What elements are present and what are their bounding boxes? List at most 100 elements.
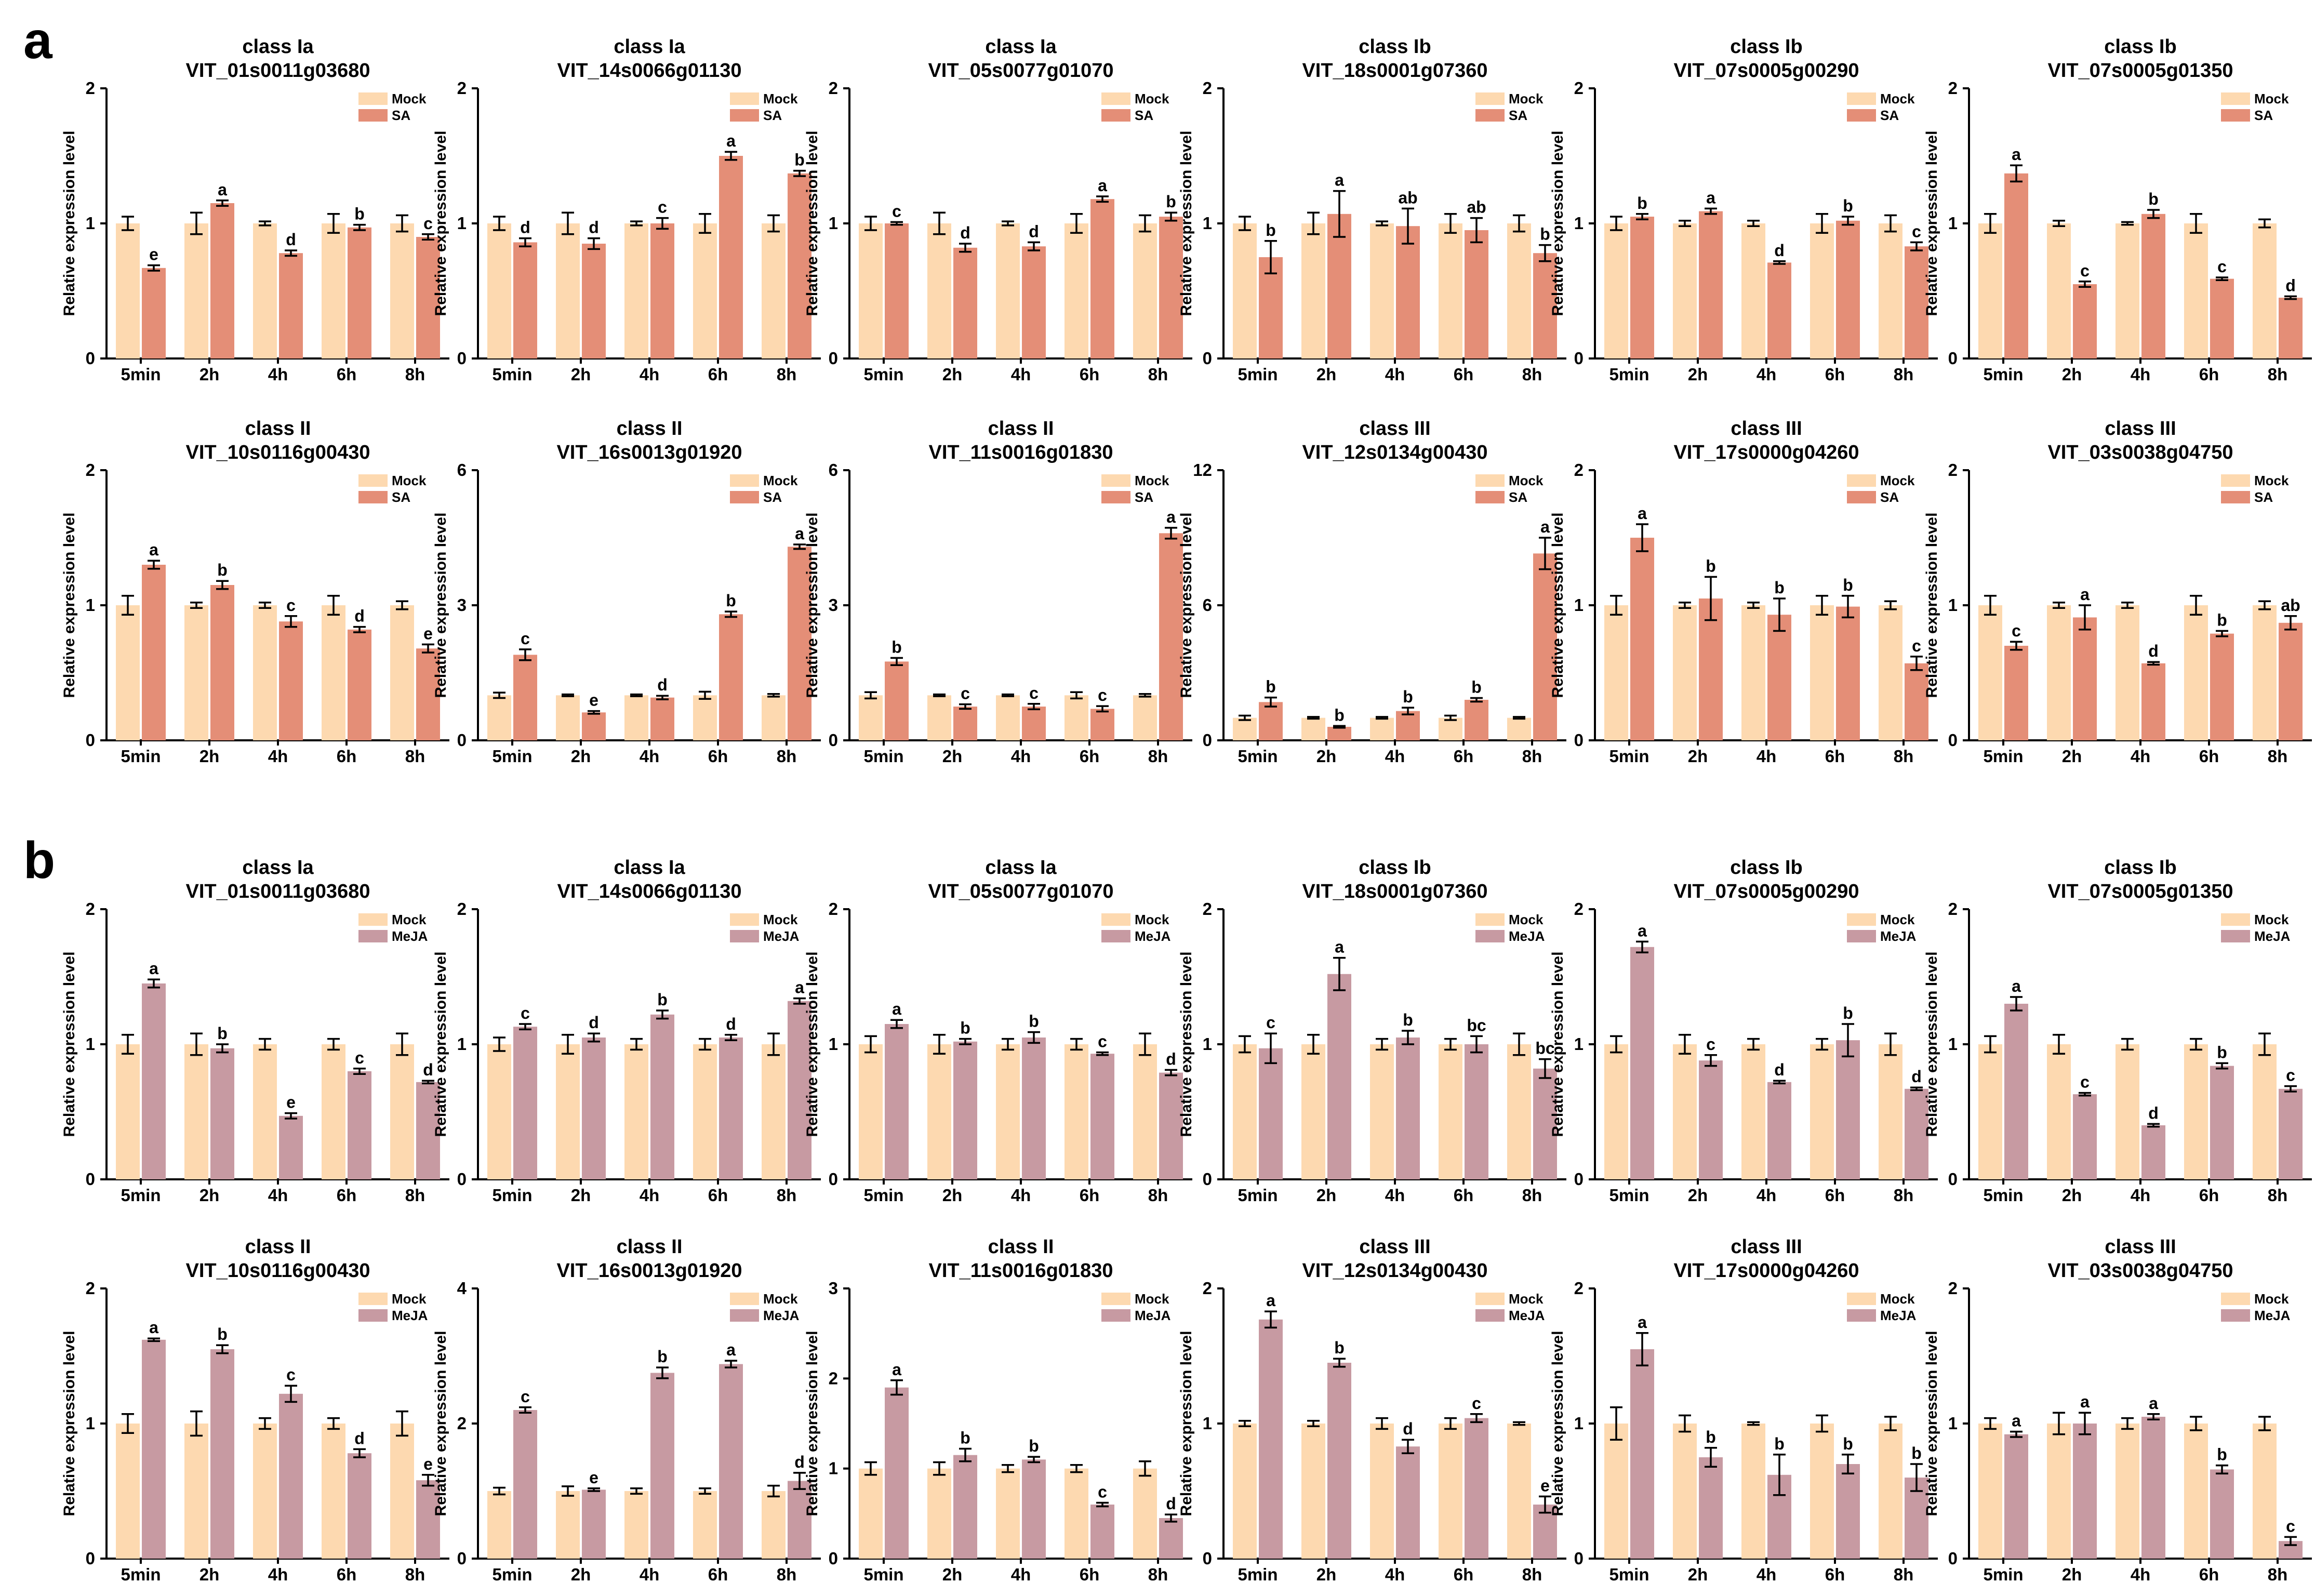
legend-label-mock: Mock (763, 91, 798, 107)
bar-sa-2h (2073, 284, 2097, 358)
legend-label-treatment: SA (392, 489, 410, 505)
legend-label-treatment: SA (1509, 489, 1527, 505)
bar-mock-5min (1604, 1044, 1628, 1179)
legend-swatch-treatment (2221, 491, 2250, 503)
legend-swatch-treatment (1847, 109, 1876, 122)
legend-label-mock: Mock (392, 912, 427, 927)
significance-letter: e (149, 245, 158, 264)
bar-mock-6h (1810, 1424, 1834, 1559)
x-tick-label: 4h (1757, 1565, 1777, 1584)
bar-sa-8h (1905, 246, 1928, 358)
x-tick-label: 6h (2199, 747, 2219, 766)
x-tick-label: 8h (1894, 1565, 1914, 1584)
y-axis-label: Relative expression level (432, 513, 449, 698)
bar-mock-5min (859, 223, 883, 358)
y-tick-label: 2 (1574, 460, 1584, 480)
x-tick-label: 6h (1080, 365, 1100, 384)
y-tick-label: 1 (1574, 1414, 1584, 1433)
significance-letter: c (1098, 1483, 1107, 1501)
chart-gene-title: VIT_05s0077g01070 (928, 881, 1113, 902)
legend-label-mock: Mock (2254, 912, 2289, 927)
bar-mock-5min (116, 223, 140, 358)
legend-swatch-mock (358, 913, 388, 926)
legend-label-treatment: MeJA (1509, 1308, 1545, 1323)
x-tick-label: 5min (863, 747, 903, 766)
bar-meja-6h (348, 1453, 371, 1559)
x-tick-label: 6h (1080, 1565, 1100, 1584)
bar-sa-4h (1767, 615, 1791, 740)
x-tick-label: 4h (2131, 1565, 2151, 1584)
legend-label-treatment: SA (392, 108, 410, 123)
y-axis-label: Relative expression level (61, 131, 78, 316)
y-axis-label: Relative expression level (1549, 952, 1566, 1137)
y-tick-label: 0 (1203, 730, 1212, 750)
significance-letter: b (2217, 1445, 2227, 1464)
y-tick-label: 0 (1203, 1549, 1212, 1568)
bar-meja-5min (885, 1387, 909, 1559)
bar-meja-6h (1836, 1464, 1860, 1559)
y-tick-label: 0 (86, 1549, 95, 1568)
y-tick-label: 2 (1574, 899, 1584, 919)
x-tick-label: 2h (1688, 365, 1708, 384)
bar-mock-4h (253, 223, 277, 358)
chart-gene-title: VIT_10s0116g00430 (186, 442, 370, 463)
significance-letter: d (1774, 1060, 1785, 1079)
bar-mock-4h (996, 1044, 1020, 1179)
significance-letter: ab (2281, 596, 2300, 615)
significance-letter: b (960, 1429, 970, 1447)
y-tick-label: 1 (1203, 1034, 1212, 1054)
bar-meja-4h (1022, 1038, 1046, 1179)
y-tick-label: 1 (1574, 214, 1584, 233)
bar-sa-5min (1630, 217, 1654, 358)
x-tick-label: 8h (1148, 1186, 1168, 1205)
significance-letter: c (658, 198, 667, 217)
y-tick-label: 1 (1203, 214, 1212, 233)
y-tick-label: 0 (86, 1169, 95, 1189)
bar-meja-5min (142, 1339, 166, 1559)
x-tick-label: 4h (1011, 1565, 1031, 1584)
x-tick-label: 8h (777, 747, 797, 766)
significance-letter: b (2148, 190, 2159, 208)
bar-mock-6h (2184, 223, 2208, 358)
y-tick-label: 2 (1574, 1279, 1584, 1298)
legend-swatch-mock (1847, 474, 1876, 487)
chart-class-title: class III (1359, 1236, 1430, 1258)
x-tick-label: 2h (199, 1186, 220, 1205)
bar-mock-8h (1507, 223, 1531, 358)
x-tick-label: 6h (337, 365, 357, 384)
significance-letter: a (2080, 585, 2090, 604)
bar-sa-8h (1533, 253, 1557, 358)
bar-mock-5min (1604, 223, 1628, 358)
significance-letter: b (1334, 706, 1345, 724)
significance-letter: a (1266, 1291, 1275, 1310)
chart-class-title: class III (1731, 1236, 1802, 1258)
chart-class-title: class Ib (2104, 857, 2176, 879)
bar-mock-2h (1673, 1424, 1697, 1559)
bar-sa-4h (650, 223, 674, 358)
x-tick-label: 2h (2062, 747, 2082, 766)
significance-letter: a (2012, 145, 2021, 164)
y-tick-label: 0 (1203, 1169, 1212, 1189)
bar-mock-5min (487, 1044, 511, 1179)
chart-gene-title: VIT_17s0000g04260 (1673, 1260, 1859, 1282)
y-tick-label: 0 (1948, 1549, 1958, 1568)
y-tick-label: 0 (1948, 730, 1958, 750)
bar-mock-2h (556, 1491, 580, 1559)
bar-mock-5min (1233, 717, 1257, 740)
bar-mock-5min (1604, 605, 1628, 740)
bar-sa-6h (1465, 230, 1488, 358)
y-axis-label: Relative expression level (1178, 952, 1195, 1137)
x-tick-label: 4h (640, 747, 660, 766)
x-tick-label: 2h (1316, 365, 1337, 384)
y-tick-label: 1 (1948, 595, 1958, 615)
legend-swatch-mock (1475, 474, 1505, 487)
legend-label-treatment: MeJA (763, 1308, 800, 1323)
bar-sa-2h (210, 585, 234, 740)
bar-meja-4h (1767, 1082, 1791, 1179)
bar-sa-6h (348, 227, 371, 358)
